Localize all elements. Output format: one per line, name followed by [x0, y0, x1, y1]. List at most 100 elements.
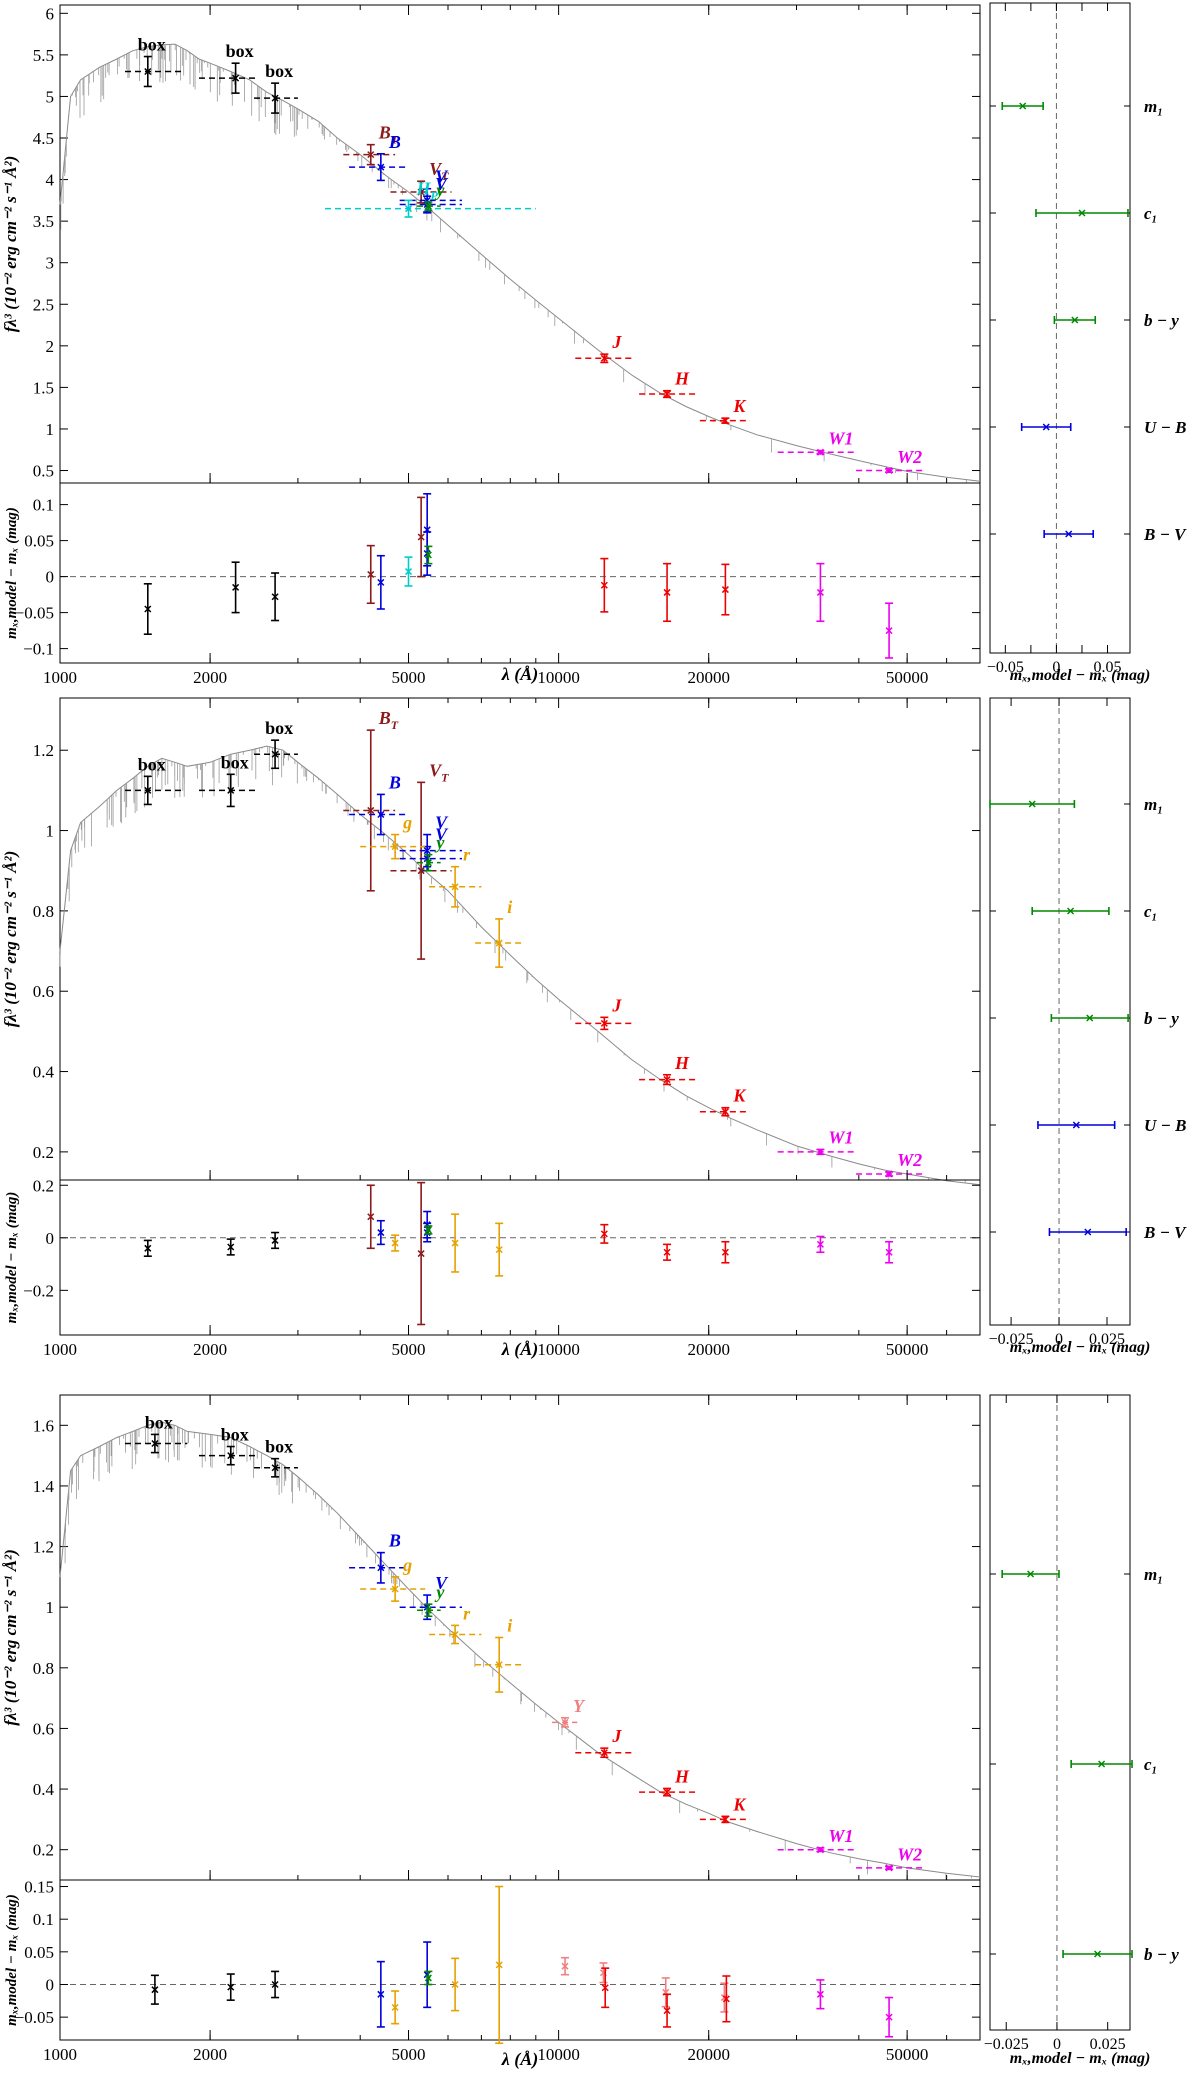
y-tick-label: 0.1 — [33, 496, 54, 515]
y-tick-label: 0 — [46, 1975, 55, 1994]
y-tick-label: 0.05 — [24, 532, 54, 551]
data-point — [424, 859, 432, 867]
data-point — [423, 855, 431, 863]
residual-point — [271, 593, 279, 601]
side-x-axis-label: mₓ,model − mₓ (mag) — [1010, 667, 1151, 684]
data-point — [271, 750, 279, 758]
filter-label: V — [435, 825, 449, 845]
residual-point — [424, 1226, 432, 1234]
colour-index-label: c₁ — [1144, 204, 1157, 223]
y-tick-label: −0.2 — [23, 1281, 54, 1300]
side-x-tick-label: −0.025 — [989, 1331, 1034, 1348]
residual-point — [144, 1244, 152, 1252]
residual-point — [495, 1246, 503, 1254]
model-spectrum-line — [59, 745, 981, 1186]
x-tick-label: 2000 — [193, 2045, 227, 2064]
data-point — [417, 188, 425, 196]
data-point — [367, 806, 375, 814]
side-plot-frame — [989, 1394, 1131, 2031]
x-tick-label: 5000 — [392, 668, 426, 687]
y-tick-label: 4.5 — [33, 129, 54, 148]
data-point — [151, 1439, 159, 1448]
data-point — [391, 1585, 399, 1593]
residual-point — [600, 1230, 608, 1238]
spectrum-absorption-lines — [60, 1422, 972, 1880]
y-tick-label: 0 — [46, 568, 55, 587]
y-tick-label: 3 — [46, 254, 55, 273]
y-tick-label: 5.5 — [33, 46, 54, 65]
residual-point — [417, 533, 425, 541]
data-point — [377, 1564, 385, 1572]
x-tick-label: 10000 — [537, 2045, 580, 2064]
data-point — [816, 1148, 824, 1156]
residual-plot-frame — [59, 1179, 981, 1336]
side-plot-frame — [989, 2, 1131, 654]
filter-label: W1 — [828, 1826, 853, 1846]
side-x-axis-label: mₓ,model − mₓ (mag) — [1010, 2050, 1151, 2067]
filter-label: y — [434, 1582, 445, 1602]
colour-index-point — [1084, 1228, 1092, 1236]
spectrum-absorption-lines — [59, 746, 966, 1183]
x-tick-label: 5000 — [392, 1340, 426, 1359]
y-tick-label: 0.8 — [33, 1659, 54, 1678]
filter-label: V — [435, 813, 449, 833]
x-tick-label: 50000 — [886, 1340, 929, 1359]
spectrum-absorption-lines — [60, 44, 967, 483]
filter-label: W1 — [828, 1127, 853, 1147]
x-tick-label: 50000 — [886, 668, 929, 687]
x-tick-label: 1000 — [43, 668, 77, 687]
filter-label: box — [138, 754, 166, 774]
residual-point — [451, 1239, 459, 1247]
residual-point — [721, 586, 729, 594]
filter-label: H — [674, 1766, 690, 1786]
data-point — [885, 1170, 893, 1178]
sed-panel-1: 0.5 1 1.5 2 2.5 3 3.5 4 4.5 5 5.5 6 fλ³ (10⁻² erg cm… — [1, 2, 1187, 687]
colour-index-point — [1094, 1950, 1102, 1958]
x-tick-label: 10000 — [537, 668, 580, 687]
filter-label: B — [388, 772, 401, 792]
side-x-tick-label: 0.05 — [1094, 659, 1122, 676]
x-axis-label: λ (Å) — [501, 1339, 538, 1360]
main-plot-frame — [59, 4, 981, 484]
main-y-axis-label: fλ³ (10⁻² erg cm⁻² s⁻¹ Å²) — [1, 851, 20, 1028]
colour-index-point — [1028, 800, 1036, 808]
residual-y-axis-label: mₓ,model − mₓ (mag) — [4, 1894, 20, 2026]
residual-point — [151, 1986, 159, 1994]
y-tick-label: −0.05 — [15, 604, 54, 623]
y-tick-label: 4 — [46, 171, 55, 190]
filter-label: W2 — [897, 1150, 922, 1170]
colour-index-label: m₁ — [1144, 795, 1163, 814]
x-tick-label: 2000 — [193, 1340, 227, 1359]
data-point — [377, 163, 385, 171]
data-point — [663, 390, 671, 398]
colour-index-label: m₁ — [1144, 97, 1163, 116]
sed-panel-2: 0.2 0.4 0.6 0.8 1 1.2 fλ³ (10⁻² erg cm⁻² s⁻¹ Å… — [1, 697, 1187, 1360]
data-point — [721, 1108, 729, 1116]
filter-label: V — [435, 174, 449, 194]
data-point — [663, 1076, 671, 1084]
residual-plot-frame — [59, 482, 981, 664]
y-tick-label: 0.4 — [33, 1780, 55, 1799]
data-point — [144, 67, 152, 76]
filter-label: box — [265, 61, 293, 81]
residual-point — [271, 1236, 279, 1244]
data-point — [424, 202, 432, 210]
y-tick-label: 1.6 — [33, 1416, 54, 1435]
main-y-axis-label: fλ³ (10⁻² erg cm⁻² s⁻¹ Å²) — [1, 1549, 20, 1726]
residual-point — [232, 583, 240, 591]
residual-point — [663, 2007, 671, 2015]
main-y-axis-label: fλ³ (10⁻² erg cm⁻² s⁻¹ Å²) — [1, 156, 20, 333]
data-point — [495, 1661, 503, 1669]
x-tick-label: 20000 — [687, 1340, 730, 1359]
side-x-tick-label: 0 — [1052, 659, 1060, 676]
filter-label: B — [388, 1531, 401, 1551]
residual-point — [561, 1962, 569, 1970]
colour-index-point — [1067, 907, 1075, 915]
filter-label: J — [611, 1726, 622, 1746]
filter-label: W2 — [897, 447, 922, 467]
colour-index-point — [1027, 1570, 1035, 1578]
colour-index-point — [1042, 423, 1050, 431]
data-point — [271, 94, 279, 102]
filter-label: y — [434, 180, 445, 200]
data-point — [600, 1019, 608, 1027]
